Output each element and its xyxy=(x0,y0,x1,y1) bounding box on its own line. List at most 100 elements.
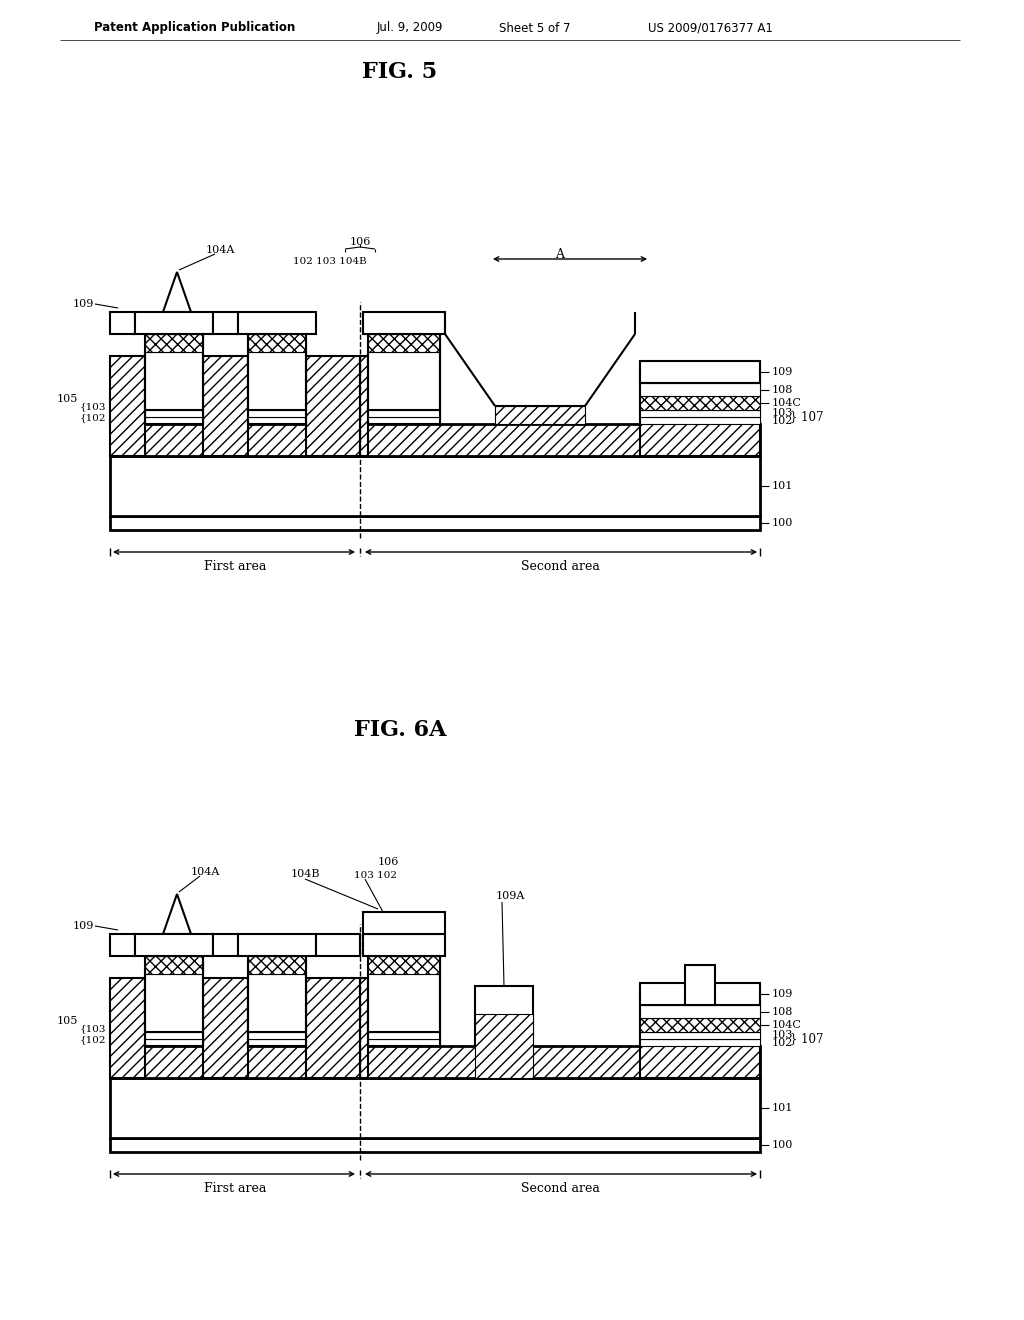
Polygon shape xyxy=(238,1016,248,1045)
Text: 101: 101 xyxy=(772,1104,794,1113)
Text: 104A: 104A xyxy=(190,867,220,876)
Text: } 107: } 107 xyxy=(790,411,823,424)
Bar xyxy=(203,356,248,455)
Text: {102: {102 xyxy=(80,413,106,422)
Bar xyxy=(110,1138,760,1152)
Bar xyxy=(248,974,306,1032)
Text: 105: 105 xyxy=(56,393,78,404)
Text: 105: 105 xyxy=(56,1016,78,1026)
Polygon shape xyxy=(203,393,213,424)
Text: First area: First area xyxy=(204,560,266,573)
Bar xyxy=(316,935,360,956)
Bar xyxy=(110,1045,760,1078)
Bar xyxy=(135,935,213,956)
Bar xyxy=(238,312,316,334)
Bar xyxy=(368,1032,440,1039)
Bar xyxy=(640,417,760,424)
Text: Second area: Second area xyxy=(520,560,599,573)
Bar xyxy=(238,935,316,956)
Bar xyxy=(213,312,238,334)
Bar xyxy=(640,1018,760,1032)
Bar xyxy=(368,352,440,411)
Polygon shape xyxy=(203,1016,213,1045)
Bar xyxy=(640,983,760,1005)
Bar xyxy=(640,396,760,411)
Bar xyxy=(640,991,760,1078)
Bar xyxy=(135,312,213,334)
Bar xyxy=(368,974,440,1032)
Text: A: A xyxy=(555,248,564,260)
Bar xyxy=(145,352,203,411)
Bar xyxy=(640,1005,760,1018)
Bar xyxy=(685,965,715,1005)
Bar xyxy=(640,1039,760,1045)
Text: 108: 108 xyxy=(772,1007,794,1016)
Bar xyxy=(368,956,440,974)
Bar xyxy=(110,312,135,334)
Bar xyxy=(145,334,203,352)
Bar xyxy=(203,978,248,1078)
Text: 104C: 104C xyxy=(772,1020,802,1030)
Bar xyxy=(640,1032,760,1039)
Bar xyxy=(248,1039,306,1045)
Bar xyxy=(640,360,760,383)
Text: 106: 106 xyxy=(377,857,398,867)
Bar xyxy=(368,334,440,352)
Bar xyxy=(145,956,203,1045)
Bar xyxy=(110,1078,760,1138)
Text: 102 103 104B: 102 103 104B xyxy=(293,257,367,267)
Bar xyxy=(306,978,360,1078)
Text: First area: First area xyxy=(204,1181,266,1195)
Bar xyxy=(110,455,760,516)
Bar xyxy=(495,407,585,424)
Text: {103: {103 xyxy=(80,403,106,412)
Bar xyxy=(360,356,368,455)
Bar xyxy=(368,411,440,417)
Bar xyxy=(110,978,145,1078)
Text: FIG. 6A: FIG. 6A xyxy=(353,719,446,741)
Polygon shape xyxy=(163,894,191,935)
Bar xyxy=(368,1039,440,1045)
Bar xyxy=(248,334,306,352)
Text: Sheet 5 of 7: Sheet 5 of 7 xyxy=(500,21,570,34)
Text: Patent Application Publication: Patent Application Publication xyxy=(94,21,296,34)
Bar xyxy=(475,986,534,1045)
Bar xyxy=(368,334,440,424)
Text: 100: 100 xyxy=(772,1140,794,1150)
Bar xyxy=(248,956,306,1045)
Bar xyxy=(110,516,760,531)
Text: Second area: Second area xyxy=(520,1181,599,1195)
Bar xyxy=(640,370,760,455)
Bar xyxy=(362,312,445,334)
Bar xyxy=(368,956,440,1045)
Bar xyxy=(475,1014,534,1078)
Bar xyxy=(110,935,135,956)
Text: 109A: 109A xyxy=(496,891,524,902)
Text: US 2009/0176377 A1: US 2009/0176377 A1 xyxy=(647,21,772,34)
Polygon shape xyxy=(238,393,248,424)
Bar xyxy=(145,1032,203,1039)
Text: } 107: } 107 xyxy=(790,1032,823,1045)
Bar xyxy=(145,1039,203,1045)
Text: 109: 109 xyxy=(73,921,94,931)
Bar xyxy=(362,935,445,956)
Text: 104C: 104C xyxy=(772,399,802,408)
Bar xyxy=(110,424,760,455)
Text: 100: 100 xyxy=(772,517,794,528)
Text: 104B: 104B xyxy=(290,869,319,879)
Bar xyxy=(213,935,238,956)
Polygon shape xyxy=(135,393,145,424)
Bar xyxy=(248,334,306,424)
Text: Jul. 9, 2009: Jul. 9, 2009 xyxy=(377,21,443,34)
Text: {102: {102 xyxy=(80,1035,106,1044)
Text: 102: 102 xyxy=(772,1038,794,1048)
Bar xyxy=(248,1032,306,1039)
Polygon shape xyxy=(163,272,191,312)
Bar xyxy=(145,974,203,1032)
Text: 103: 103 xyxy=(772,408,794,418)
Text: FIG. 5: FIG. 5 xyxy=(362,61,437,83)
Polygon shape xyxy=(306,393,316,424)
Bar xyxy=(306,356,360,455)
Text: 106: 106 xyxy=(349,238,371,247)
Bar xyxy=(368,417,440,424)
